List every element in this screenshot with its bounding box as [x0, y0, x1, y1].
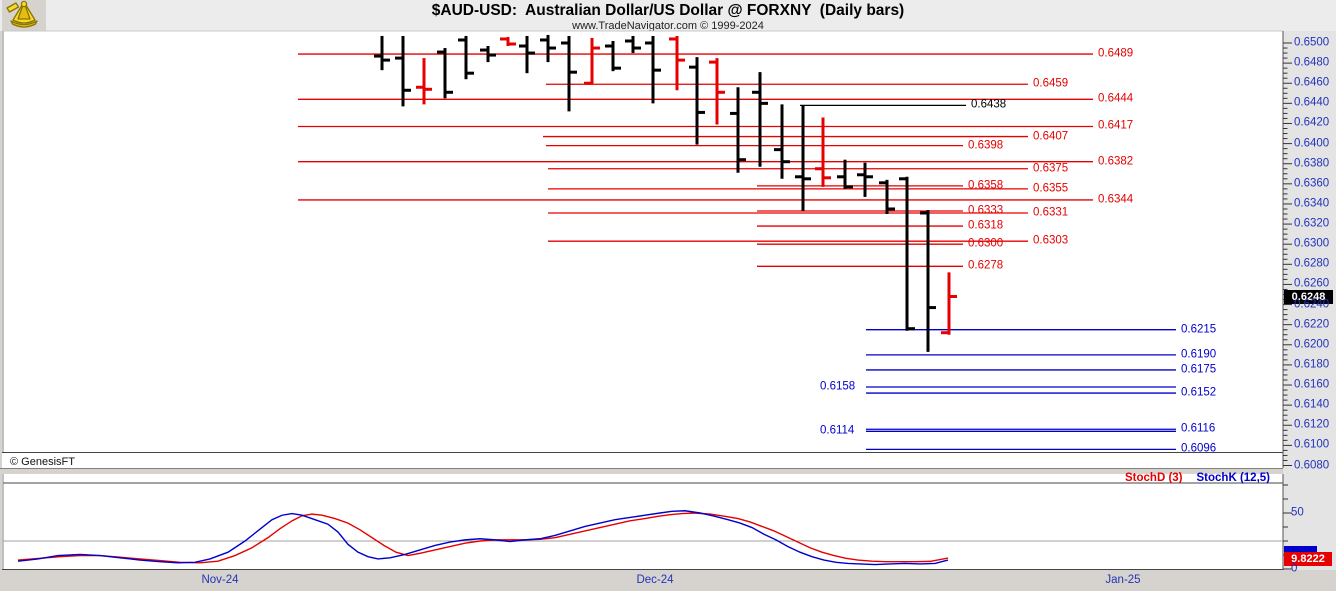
price-axis-label: 0.6260: [1294, 277, 1330, 290]
level-label-0.6331: 0.6331: [1033, 206, 1069, 219]
price-axis-label: 0.6420: [1294, 116, 1330, 129]
level-label-0.6398: 0.6398: [968, 138, 1004, 151]
level-label-0.6300: 0.6300: [968, 237, 1004, 250]
level-label-0.6318: 0.6318: [968, 219, 1004, 232]
price-axis-label: 0.6160: [1294, 378, 1330, 391]
stoch-legend: StochD (3) StochK (12,5): [1125, 472, 1270, 484]
last-price-badge: 0.6248: [1284, 290, 1333, 304]
level-label-0.6333: 0.6333: [968, 204, 1004, 217]
level-label-0.6096: 0.6096: [1181, 442, 1217, 455]
price-axis-label: 0.6280: [1294, 257, 1330, 270]
level-label-0.6438: 0.6438: [971, 98, 1007, 111]
price-axis-label: 0.6300: [1294, 237, 1330, 250]
month-label-Nov-24: Nov-24: [201, 574, 239, 586]
stochk-curve: [17, 510, 949, 566]
chart-title: $AUD-USD: Australian Dollar/US Dollar @ …: [431, 2, 905, 19]
level-label-0.6375: 0.6375: [1033, 161, 1069, 174]
stoch-axis-label-0: 0: [1291, 562, 1298, 575]
price-axis-label: 0.6500: [1294, 36, 1330, 49]
price-axis-label: 0.6120: [1294, 418, 1330, 431]
level-label-0.6417: 0.6417: [1098, 119, 1134, 132]
price-axis-label: 0.6140: [1294, 398, 1330, 411]
price-axis-label: 0.6240: [1294, 297, 1330, 310]
copyright-label: © GenesisFT: [10, 456, 75, 468]
level-label-0.6358: 0.6358: [968, 179, 1004, 192]
price-axis-label: 0.6200: [1294, 338, 1330, 351]
price-axis-label: 0.6080: [1294, 458, 1330, 471]
level-label-0.6344: 0.6344: [1098, 193, 1134, 206]
stochk-legend-label[interactable]: StochK (12,5): [1196, 472, 1271, 484]
level-label-0.6190: 0.6190: [1181, 348, 1217, 361]
stoch-axis-label-50: 50: [1291, 506, 1304, 519]
price-chart-panel[interactable]: [2, 31, 1283, 468]
price-axis-label: 0.6380: [1294, 156, 1330, 169]
price-axis-label: 0.6320: [1294, 217, 1330, 230]
price-axis-label: 0.6440: [1294, 96, 1330, 109]
level-label-0.6407: 0.6407: [1033, 129, 1069, 142]
level-label-0.6355: 0.6355: [1033, 182, 1069, 195]
stochastic-panel[interactable]: [2, 474, 1283, 570]
sextant-icon: [4, 0, 44, 33]
genesis-logo: [2, 0, 46, 31]
stochk-value-badge: [1284, 546, 1317, 554]
level-label-0.6175: 0.6175: [1181, 363, 1217, 376]
time-axis-strip[interactable]: [0, 570, 1336, 591]
stochd-legend-label[interactable]: StochD (3): [1125, 472, 1183, 484]
level-label-0.6444: 0.6444: [1098, 92, 1134, 105]
month-label-Dec-24: Dec-24: [636, 574, 674, 586]
title-strip: [0, 0, 1336, 31]
price-axis-label: 0.6480: [1294, 56, 1330, 69]
level-label-0.6489: 0.6489: [1098, 47, 1134, 60]
price-axis-label: 0.6180: [1294, 358, 1330, 371]
level-label-0.6382: 0.6382: [1098, 154, 1134, 167]
level-label-0.6278: 0.6278: [968, 259, 1004, 272]
level-label-0.6459: 0.6459: [1033, 77, 1069, 90]
price-axis-label: 0.6460: [1294, 76, 1330, 89]
price-axis-label: 0.6100: [1294, 438, 1330, 451]
price-axis-label: 0.6400: [1294, 136, 1330, 149]
level-label-0.6158: 0.6158: [820, 380, 856, 393]
price-axis-label: 0.6220: [1294, 317, 1330, 330]
month-label-Jan-25: Jan-25: [1105, 574, 1141, 586]
level-label-0.6152: 0.6152: [1181, 386, 1217, 399]
chart-subtitle: www.TradeNavigator.com © 1999-2024: [572, 20, 764, 32]
stochd-value-badge: 9.8222: [1284, 552, 1332, 566]
stochd-curve: [17, 512, 949, 564]
level-label-0.6215: 0.6215: [1181, 322, 1217, 335]
level-label-0.6114: 0.6114: [820, 424, 855, 437]
level-label-0.6116: 0.6116: [1181, 422, 1216, 435]
price-axis-label: 0.6340: [1294, 197, 1330, 210]
price-axis-label: 0.6360: [1294, 177, 1330, 190]
level-label-0.6303: 0.6303: [1033, 234, 1069, 247]
